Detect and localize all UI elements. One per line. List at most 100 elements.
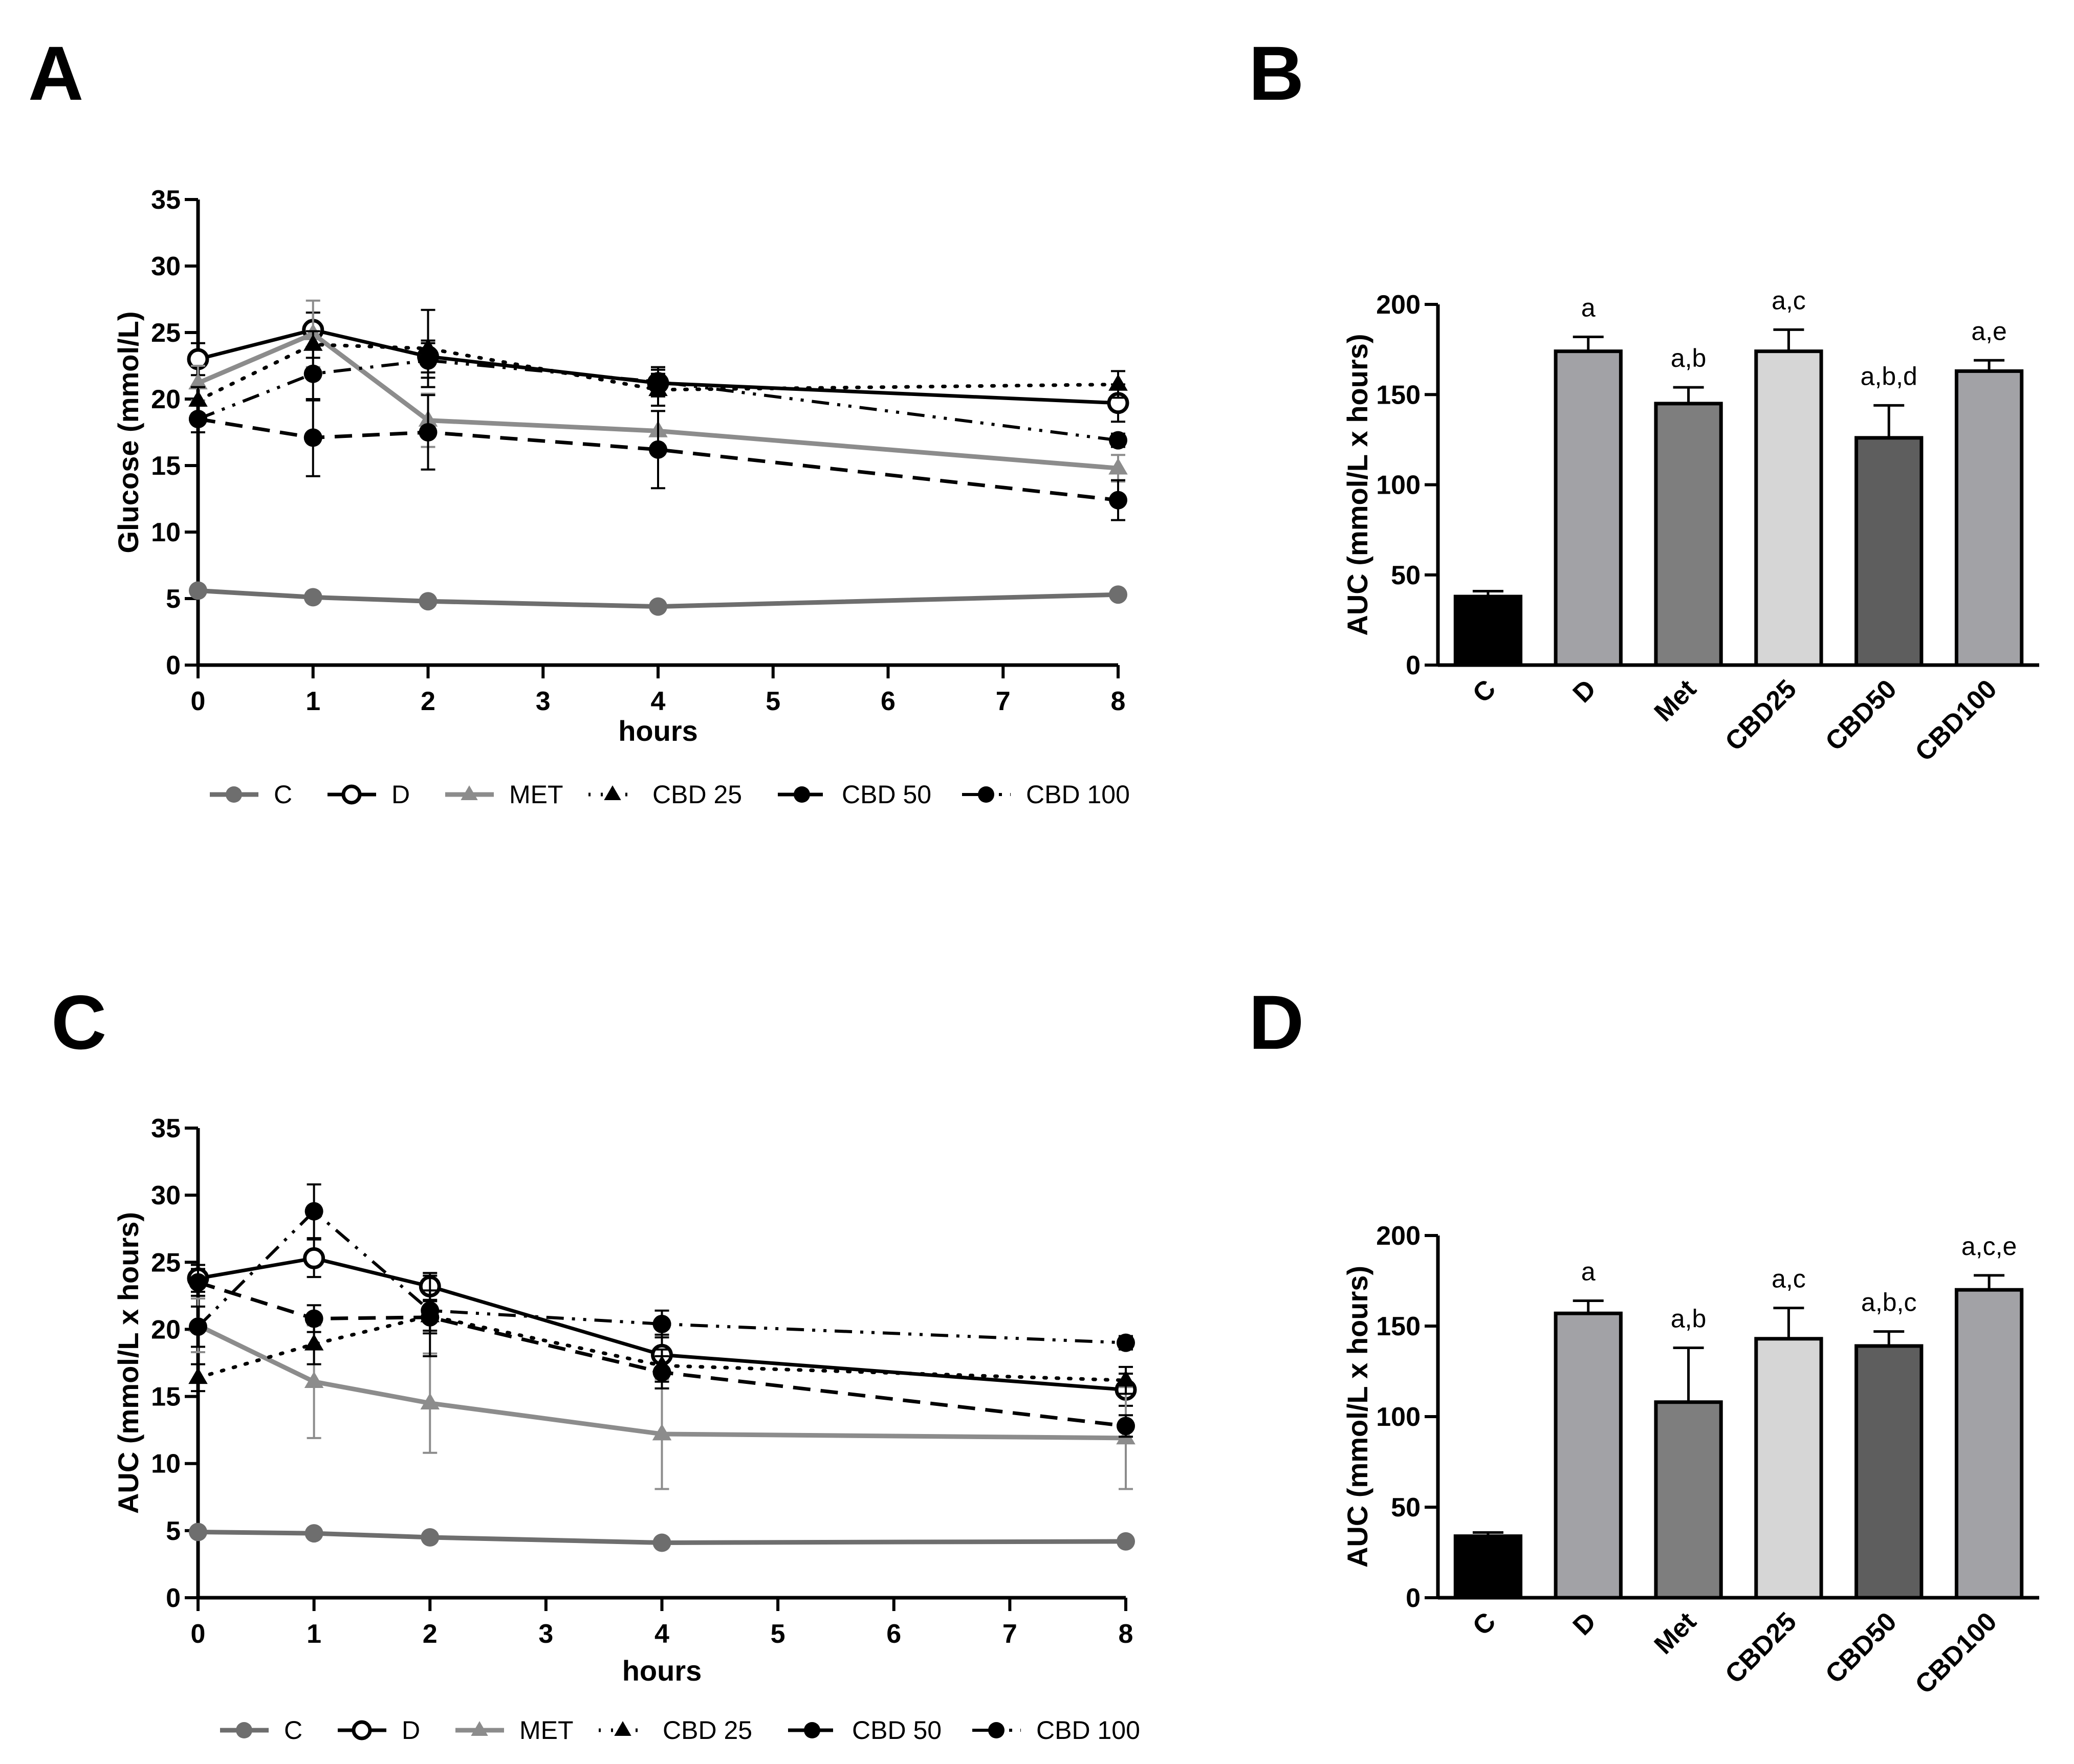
x-tick-label: 8 [1111, 687, 1126, 716]
data-point [1108, 458, 1128, 475]
series-cbd-100 [189, 342, 1127, 450]
data-point [1117, 1417, 1135, 1436]
bar [1954, 369, 2024, 667]
y-tick-label: 0 [1406, 1583, 1421, 1613]
y-tick-label: 150 [1376, 1312, 1421, 1341]
bar [1654, 402, 1723, 667]
legend-swatch-marker [226, 786, 242, 803]
bar-c [1453, 1531, 1523, 1600]
legend-swatch-marker [461, 785, 478, 800]
legend-swatch-marker [804, 1722, 820, 1738]
data-point [420, 1393, 440, 1409]
legend-label: D [402, 1716, 420, 1745]
bar-cbd50: a,b,d [1854, 362, 1924, 667]
significance-label: a,e [1971, 317, 2007, 345]
data-point [419, 423, 438, 442]
data-point [649, 440, 667, 459]
y-axis-label: AUC (mmol/L x hours) [112, 1212, 144, 1514]
y-tick-label: 100 [1376, 471, 1421, 500]
legend-swatch-marker [794, 786, 810, 803]
x-tick-label: 5 [771, 1619, 785, 1649]
panel-label-c: C [51, 979, 106, 1065]
bar [1554, 1311, 1623, 1600]
bar [1754, 1337, 1823, 1600]
legend-swatch-marker [352, 1720, 372, 1740]
data-point [1109, 585, 1127, 604]
bar-cbd25: a,c [1754, 286, 1823, 667]
chart-a: 0 5 10 15 20 25 30 35 0 1 2 3 4 5 6 7 8 hours Glucose (mmo… [112, 185, 1130, 809]
x-tick-label: 6 [881, 687, 896, 716]
series-c [189, 1523, 1135, 1552]
y-tick-label: 30 [151, 252, 181, 281]
data-point [419, 592, 438, 611]
y-tick-label: 30 [151, 1181, 181, 1210]
legend-label: CBD 100 [1026, 780, 1130, 809]
data-point [303, 428, 322, 447]
y-tick-label: 35 [151, 1114, 181, 1143]
bar-cbd25: a,c [1754, 1265, 1823, 1600]
y-tick-label: 50 [1391, 1493, 1421, 1523]
y-axis-label: AUC (mmol/L x hours) [1341, 334, 1373, 635]
y-tick-label: 20 [151, 1315, 181, 1344]
significance-label: a,b [1671, 1304, 1707, 1333]
x-tick-label: 0 [191, 1619, 206, 1649]
y-tick-label: 100 [1376, 1402, 1421, 1432]
legend-label: D [391, 780, 410, 809]
legend-label: C [284, 1716, 302, 1745]
data-point [188, 390, 208, 407]
bar [1954, 1288, 2024, 1600]
data-point [1109, 431, 1127, 450]
significance-label: a,b,d [1861, 362, 1917, 390]
x-axis-label: hours [618, 715, 698, 747]
legend-swatch-marker [978, 786, 994, 803]
x-tick-label: 4 [651, 687, 666, 716]
y-axis-label: AUC (mmol/L x hours) [1341, 1266, 1373, 1568]
significance-label: a,b [1671, 344, 1707, 372]
bar [1854, 1344, 1924, 1600]
data-point [304, 1202, 323, 1221]
data-point [303, 1247, 325, 1269]
x-tick-label: 3 [536, 687, 551, 716]
y-tick-label: 200 [1376, 1221, 1421, 1251]
bar [1654, 1400, 1723, 1600]
legend-swatch-marker [341, 784, 362, 805]
bar [1453, 1534, 1523, 1600]
x-tick-label: 2 [423, 1619, 438, 1649]
series-cbd-100 [189, 1183, 1135, 1352]
legend-label: CBD 50 [842, 780, 931, 809]
data-point [652, 1314, 671, 1333]
legend-label: CBD 100 [1036, 1716, 1140, 1745]
bar-c [1453, 589, 1523, 667]
x-tick-label: 1 [305, 687, 320, 716]
chart-c: 0 5 10 15 20 25 30 35 0 1 2 3 4 5 6 7 8 hours AUC (mmol/L … [112, 1114, 1140, 1745]
data-point [649, 372, 667, 391]
y-tick-label: 0 [166, 651, 181, 680]
data-point [649, 597, 667, 616]
bar-d: a [1554, 293, 1623, 667]
bar-met: a,b [1654, 344, 1723, 667]
data-point [304, 1371, 324, 1388]
data-point [419, 351, 438, 370]
y-tick-label: 15 [151, 451, 181, 481]
legend-label: MET [519, 1716, 574, 1745]
y-tick-label: 25 [151, 318, 181, 348]
bar-d: a [1554, 1257, 1623, 1600]
y-tick-label: 5 [166, 1516, 181, 1546]
legend: C D MET CBD 25 CBD 50 CBD 100 [210, 780, 1130, 809]
data-point [421, 1528, 440, 1547]
x-tick-label: 4 [654, 1619, 669, 1649]
y-tick-label: 10 [151, 518, 181, 547]
y-tick-label: 150 [1376, 380, 1421, 410]
significance-label: a,c [1772, 1265, 1806, 1293]
data-point [652, 1363, 671, 1382]
x-tick-label: 7 [1002, 1619, 1017, 1649]
series-c [189, 581, 1127, 616]
data-point [1117, 1333, 1135, 1352]
y-axis-label: Glucose (mmol/L) [112, 312, 144, 554]
bar [1554, 349, 1623, 667]
data-point [304, 1524, 323, 1543]
significance-label: a [1581, 1257, 1596, 1286]
data-point [188, 1367, 208, 1384]
data-point [421, 1301, 440, 1320]
data-point [303, 588, 322, 607]
